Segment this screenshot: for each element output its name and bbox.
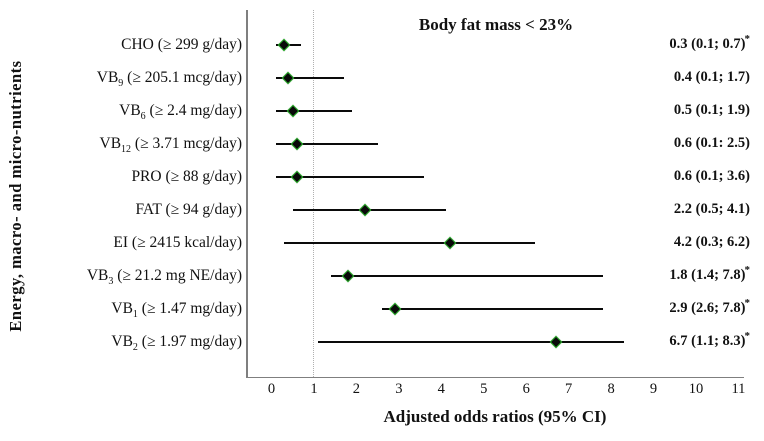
x-tick-label: 9 [649,381,658,397]
significance-asterisk: * [744,33,751,46]
or-diamond [388,302,401,316]
x-axis-line [246,376,744,378]
significance-asterisk: * [744,264,751,277]
or-value: 1.8 (1.4; 7.8)* [669,264,751,283]
or-diamond [286,104,300,118]
x-tick-label: 10 [688,381,704,397]
or-diamond [341,269,355,283]
or-value: 6.7 (1.1; 8.3)* [669,330,751,349]
ci-line [318,340,624,344]
x-tick-label: 11 [731,381,746,397]
row-label: VB9 (≥ 205.1 mcg/day) [96,69,242,90]
ci-line [275,175,425,179]
y-axis-label: Energy, macro- and micro-nutrients [6,60,25,332]
row-label: VB2 (≥ 1.97 mg/day) [111,333,242,354]
ci-line [284,241,535,245]
x-tick-label: 0 [267,381,276,397]
or-diamond [277,38,291,52]
or-value: 2.9 (2.6; 7.8)* [669,297,751,316]
or-diamond [549,335,563,349]
x-tick-label: 8 [607,381,615,397]
ci-line [275,142,378,146]
or-diamond [443,236,457,250]
reference-line [313,10,315,377]
or-diamond [358,203,372,217]
ci-line [381,307,603,311]
x-tick-label: 6 [522,381,530,397]
or-value: 4.2 (0.3; 6.2) [673,234,750,250]
row-label: CHO (≥ 299 g/day) [121,36,242,53]
x-tick-label: 2 [352,381,361,397]
ci-line [275,109,353,113]
row-label: PRO (≥ 88 g/day) [131,168,242,185]
or-value: 0.4 (0.1; 1.7) [673,69,750,85]
x-tick-label: 5 [480,381,488,397]
or-value: 0.5 (0.1; 1.9) [673,102,750,118]
or-value: 2.2 (0.5; 4.1) [673,201,750,217]
or-value: 0.3 (0.1; 0.7)* [669,33,751,52]
x-tick-label: 3 [395,381,403,397]
ci-line [330,274,603,278]
significance-asterisk: * [744,330,751,343]
chart-title: Body fat mass < 23% [418,15,574,34]
or-value: 0.6 (0.1; 3.6) [673,168,750,184]
ci-line [275,76,344,80]
y-axis-line [246,10,248,377]
x-axis-label: Adjusted odds ratios (95% CI) [383,407,607,426]
x-tick-label: 4 [437,381,445,397]
row-label: VB12 (≥ 3.71 mcg/day) [99,135,243,156]
or-diamond [282,71,295,85]
or-value: 0.6 (0.1: 2.5) [673,135,750,151]
or-diamond [290,170,304,184]
x-tick-label: 7 [565,381,573,397]
row-label: EI (≥ 2415 kcal/day) [113,234,242,251]
x-tick-label: 1 [310,381,318,397]
or-diamond [290,137,304,151]
row-label: VB3 (≥ 21.2 mg NE/day) [86,267,242,288]
row-label: FAT (≥ 94 g/day) [135,201,242,218]
significance-asterisk: * [744,297,751,310]
row-label: VB1 (≥ 1.47 mg/day) [111,300,242,321]
row-label: VB6 (≥ 2.4 mg/day) [119,102,242,123]
